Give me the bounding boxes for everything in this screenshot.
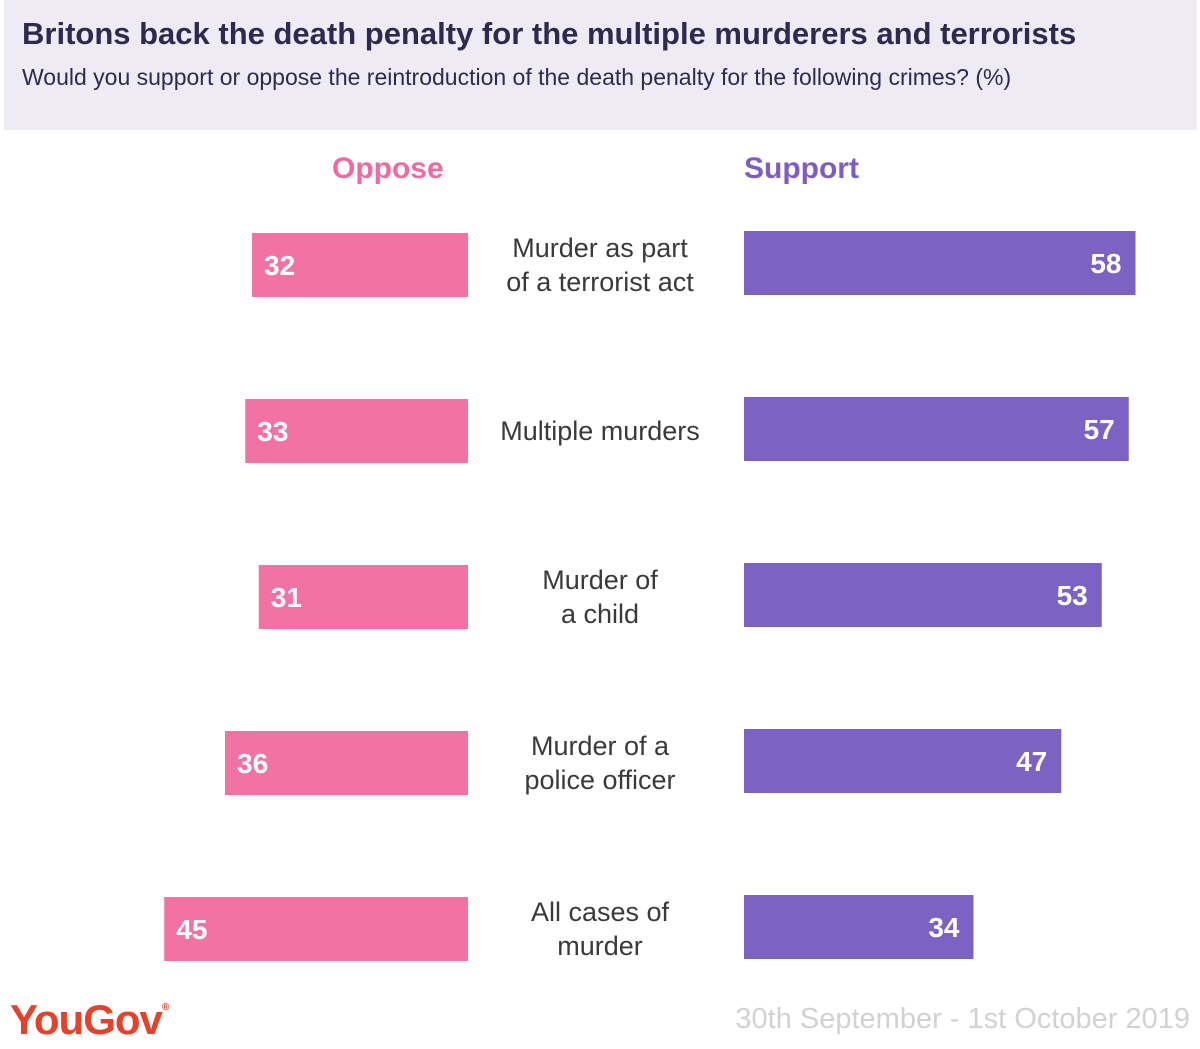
oppose-value-label: 31 (271, 582, 302, 613)
category-label-line: a child (560, 599, 640, 629)
support-value-label: 53 (1057, 580, 1088, 611)
support-bar (744, 231, 1136, 295)
category-label-line: Murder of (542, 565, 658, 595)
category-label: Murder of a police officer (470, 729, 730, 797)
support-bar (744, 563, 1102, 627)
chart-title: Britons back the death penalty for the m… (22, 16, 1077, 51)
oppose-bar (164, 897, 468, 961)
category-label: Multiple murders (470, 414, 730, 448)
oppose-bar (245, 399, 468, 463)
category-label-line: murder (557, 931, 643, 961)
support-bar (744, 895, 974, 959)
header-panel: Britons back the death penalty for the m… (4, 0, 1197, 130)
brand-name: YouGov (10, 996, 163, 1043)
support-value-label: 58 (1090, 248, 1121, 279)
oppose-bar (225, 731, 468, 795)
category-label-line: police officer (524, 765, 676, 795)
category-label: All cases of murder (470, 895, 730, 963)
support-value-label: 47 (1016, 746, 1047, 777)
legend-oppose: Oppose (332, 152, 444, 185)
category-label-line: of a terrorist act (506, 267, 694, 297)
legend-support: Support (744, 152, 859, 185)
category-label-line: All cases of (530, 897, 670, 927)
oppose-value-label: 33 (257, 416, 288, 447)
category-label: Murder as part of a terrorist act (470, 231, 730, 299)
chart-subtitle: Would you support or oppose the reintrod… (22, 64, 1012, 90)
support-value-label: 57 (1084, 414, 1115, 445)
survey-date: 30th September - 1st October 2019 (735, 1003, 1190, 1035)
oppose-value-label: 45 (176, 914, 207, 945)
oppose-value-label: 36 (237, 748, 268, 779)
category-label-line: Murder of a (530, 731, 670, 761)
category-label-line: Murder as part (512, 233, 688, 263)
support-value-label: 34 (928, 912, 960, 943)
category-label-line: Multiple murders (500, 416, 700, 446)
oppose-bar (258, 565, 468, 629)
oppose-value-label: 32 (264, 250, 295, 281)
oppose-bar (252, 233, 468, 297)
support-bar (744, 729, 1062, 793)
category-label: Murder of a child (470, 563, 730, 631)
support-bar (744, 397, 1129, 461)
yougov-logo: YouGov® (10, 996, 169, 1044)
registered-mark: ® (161, 1002, 169, 1013)
